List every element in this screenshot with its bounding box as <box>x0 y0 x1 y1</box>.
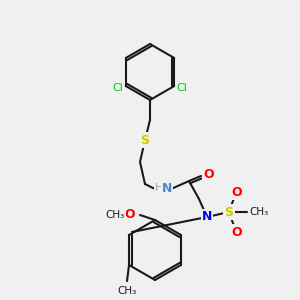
Text: O: O <box>232 185 242 199</box>
Text: Cl: Cl <box>112 83 123 93</box>
Text: H: H <box>155 183 163 193</box>
Text: CH₃: CH₃ <box>249 207 268 217</box>
Text: S: S <box>140 134 149 146</box>
Text: O: O <box>125 208 135 221</box>
Text: O: O <box>232 226 242 238</box>
Text: S: S <box>224 206 233 218</box>
Text: CH₃: CH₃ <box>117 286 136 296</box>
Text: O: O <box>204 167 214 181</box>
Text: CH₃: CH₃ <box>105 210 124 220</box>
Text: Cl: Cl <box>177 83 188 93</box>
Text: N: N <box>202 211 212 224</box>
Text: N: N <box>162 182 172 194</box>
